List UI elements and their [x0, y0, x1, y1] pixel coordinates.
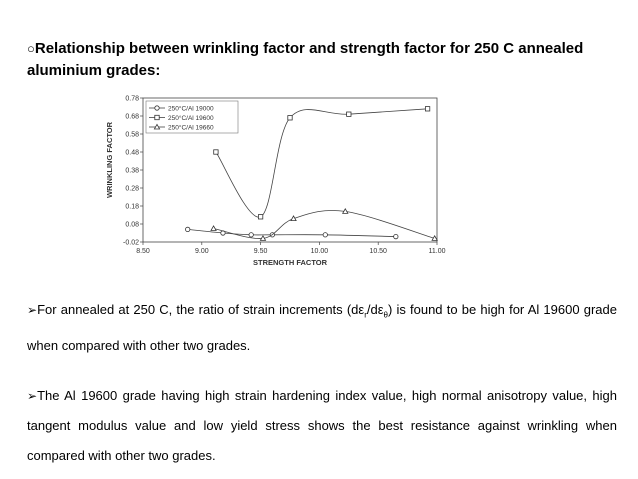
y-tick-label: -0.02 [123, 240, 139, 247]
data-point-series-3 [431, 234, 438, 241]
bullet-1-text-c: ) is found to be high for Al 19600 grade… [27, 302, 617, 353]
y-tick-label: 0.48 [125, 150, 139, 157]
y-tick-label: 0.78 [125, 96, 139, 103]
bullet-paragraph-2: ➢The Al 19600 grade having high strain h… [27, 381, 617, 471]
data-point-series-2 [287, 115, 293, 121]
heading-text: Relationship between wrinkling factor an… [27, 40, 584, 79]
x-tick-label: 9.50 [254, 248, 268, 255]
legend-marker-3 [153, 123, 161, 130]
legend-box [145, 100, 239, 134]
y-tick-label: 0.38 [125, 168, 139, 175]
data-point-series-1 [322, 232, 328, 238]
legend-label-3: 250°C/Al 19660 [168, 124, 214, 132]
y-tick-label: 0.08 [125, 222, 139, 229]
data-point-series-1 [248, 232, 254, 238]
x-tick-label: 8.50 [136, 248, 150, 255]
arrow-bullet-icon: ➢ [27, 303, 38, 317]
data-point-series-3 [290, 215, 297, 222]
bullet-1-sub-theta: θ [383, 310, 388, 320]
y-axis-label: WRINKLING FACTOR [105, 121, 114, 198]
wrinkling-chart: 0.78 0.68 0.58 0.48 0.38 0.28 0.18 0.08 -0.02 8.5… [100, 92, 450, 272]
y-tick-label: 0.18 [125, 204, 139, 211]
heading-bullet: ○ [27, 41, 35, 56]
y-tick-label: 0.58 [125, 132, 139, 139]
legend-label-1: 250°C/Al 19000 [168, 105, 214, 113]
x-tick-label: 11.00 [429, 248, 446, 255]
series-line-1 [187, 229, 396, 237]
bullet-1-sub-r: r [364, 310, 367, 320]
legend-marker-1 [154, 105, 160, 111]
data-point-series-3 [210, 225, 217, 231]
data-point-series-3 [341, 207, 349, 214]
bullet-1-text-b: /dε [366, 302, 384, 317]
bullet-1-text-a: For annealed at 250 C, the ratio of stra… [37, 302, 365, 317]
x-tick-label: 10.50 [369, 248, 387, 255]
x-tick-label: 9.00 [195, 248, 209, 255]
data-point-series-3 [259, 234, 267, 241]
data-point-series-1 [393, 234, 399, 240]
legend-label-2: 250°C/Al 19600 [168, 114, 214, 122]
data-point-series-2 [257, 214, 264, 220]
x-axis-label: STRENGTH FACTOR [253, 258, 328, 267]
y-tick-label: 0.68 [125, 114, 139, 121]
data-point-series-2 [424, 106, 431, 112]
slide-heading: ○Relationship between wrinkling factor a… [27, 38, 617, 82]
bullet-2-text: The Al 19600 grade having high strain ha… [27, 388, 617, 463]
data-point-series-2 [346, 111, 352, 117]
legend-marker-2 [154, 114, 160, 121]
series-line-2 [215, 108, 428, 218]
bullet-paragraph-1: ➢For annealed at 250 C, the ratio of str… [27, 295, 617, 361]
arrow-bullet-icon: ➢ [27, 389, 38, 403]
data-point-series-2 [213, 149, 219, 155]
data-point-series-1 [185, 226, 191, 232]
y-tick-label: 0.28 [125, 186, 139, 193]
x-tick-label: 10.00 [311, 248, 329, 255]
chart-svg: 0.78 0.68 0.58 0.48 0.38 0.28 0.18 0.08 -0.028.5… [105, 96, 446, 268]
